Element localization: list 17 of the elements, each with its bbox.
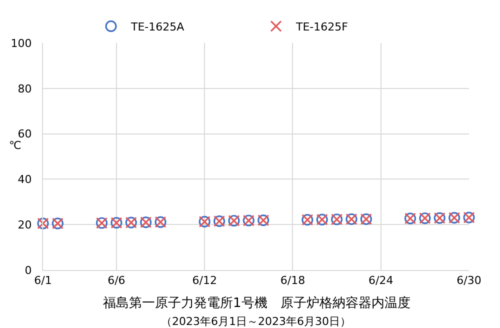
x-tick-label: 6/30 [456, 274, 482, 288]
x-tick-label: 6/18 [280, 274, 306, 288]
legend-label: TE-1625F [295, 20, 348, 34]
y-tick-label: 20 [18, 218, 32, 232]
x-tick-label: 6/12 [192, 274, 217, 288]
y-axis-title: ℃ [9, 139, 22, 152]
text: 福島第一原子力発電所1号機 原子炉格納容器内温度 [103, 295, 410, 311]
y-tick-label: 80 [18, 82, 32, 96]
legend-label: TE-1625A [130, 20, 185, 34]
x-tick-label: 6/24 [368, 274, 394, 288]
x-tick-label: 6/6 [108, 274, 126, 288]
y-tick-label: 100 [10, 36, 32, 50]
y-tick-label: 0 [24, 264, 32, 277]
y-tick-label: 40 [18, 173, 32, 186]
x-tick-label: 6/1 [34, 274, 52, 288]
text: （2023年6月1日～2023年6月30日） [161, 315, 351, 328]
y-tick-label: 60 [18, 128, 32, 141]
